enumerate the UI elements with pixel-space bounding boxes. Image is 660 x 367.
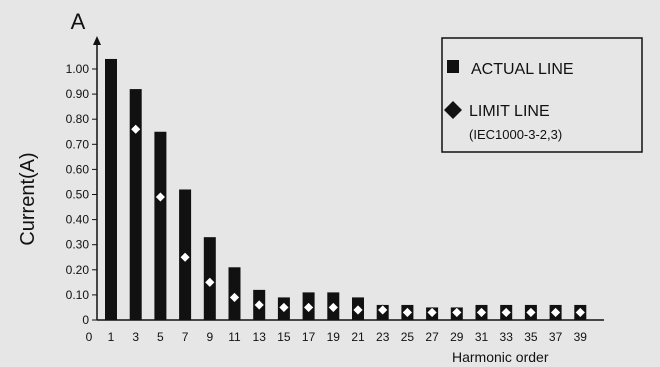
limit-diamond	[179, 251, 191, 263]
y-tick-label: 0.80	[66, 112, 90, 126]
x-tick-label: 15	[277, 330, 291, 344]
x-ticks: 0 1 3 5 7 9 11 13 15 17 19 21 23 25 27 29 31 33 35 37 39	[86, 330, 588, 344]
y-axis-title: Current(A)	[17, 152, 39, 245]
x-tick-label: 33	[500, 330, 514, 344]
limit-diamond	[500, 307, 512, 318]
y-tick-label: 0.30	[66, 238, 90, 252]
limit-diamond	[229, 291, 240, 303]
y-tick-label: 0.70	[66, 137, 90, 151]
x-tick-label: 5	[157, 330, 164, 344]
legend-box	[441, 37, 643, 153]
x-tick-label: 35	[524, 330, 538, 344]
y-tick-label: 0.10	[66, 288, 90, 302]
x-tick-label: 9	[206, 330, 213, 344]
x-tick-label: 27	[425, 330, 439, 344]
limit-diamond	[401, 307, 413, 318]
limit-diamond	[204, 276, 216, 288]
limit-diamond	[253, 299, 265, 311]
bar-actual	[129, 89, 142, 320]
x-tick-label: 21	[351, 330, 365, 344]
x-tick-label: 37	[549, 330, 563, 344]
legend-actual-label: ACTUAL LINE	[471, 61, 574, 78]
limit-diamond	[574, 307, 586, 318]
legend-limit-label: LIMIT LINE	[469, 103, 550, 120]
x-tick-label: 11	[228, 330, 241, 344]
legend-bar-swatch	[447, 60, 459, 73]
limit-diamond	[130, 123, 142, 135]
y-tick-label: 1.00	[66, 62, 90, 76]
limit-diamond	[550, 307, 562, 318]
limit-diamond	[303, 302, 315, 313]
bar-actual	[105, 58, 117, 321]
x-tick-label: 13	[253, 330, 267, 344]
limit-diamond	[451, 307, 463, 318]
limit-diamond	[327, 302, 339, 313]
x-tick-label: 29	[450, 330, 464, 344]
legend-limit-standard: (IEC1000-3-2,3)	[469, 127, 562, 142]
bar-actual	[154, 131, 167, 320]
legend: ACTUAL LINE LIMIT LINE (IEC1000-3-2,3)	[441, 37, 643, 153]
limit-diamond	[525, 307, 537, 318]
x-tick-label: 1	[108, 330, 115, 344]
x-tick-label: 31	[475, 330, 489, 344]
limit-markers	[130, 123, 586, 318]
x-tick-label: 23	[376, 330, 390, 344]
x-tick-label: 3	[132, 330, 139, 344]
x-tick-label: 25	[401, 330, 415, 344]
x-tick-label: 17	[302, 330, 316, 344]
limit-diamond	[154, 191, 166, 203]
x-tick-label: 19	[327, 330, 341, 344]
y-unit-label: A	[71, 9, 86, 34]
x-axis-title: Harmonic order	[452, 349, 549, 365]
y-tick-label: 0.20	[66, 263, 90, 277]
limit-diamond	[377, 304, 389, 316]
y-tick-label: 0.50	[66, 188, 90, 202]
legend-diamond-swatch	[444, 101, 462, 119]
x-origin-label: 0	[86, 330, 93, 344]
limit-diamond	[352, 304, 364, 316]
y-ticks: 0 0.10 0.20 0.30 0.40 0.50 0.60 0.70 0.80 0.90 1.0…	[66, 62, 97, 327]
y-axis-arrow	[93, 36, 101, 45]
y-tick-label: 0.60	[66, 162, 90, 176]
y-tick-label: 0.90	[66, 87, 90, 101]
y-tick-label: 0	[82, 313, 89, 327]
x-tick-label: 39	[574, 330, 588, 344]
limit-diamond	[278, 302, 290, 313]
y-tick-label: 0.40	[66, 213, 90, 227]
limit-diamond	[476, 307, 487, 318]
x-tick-label: 7	[182, 330, 189, 344]
limit-diamond	[426, 307, 438, 318]
